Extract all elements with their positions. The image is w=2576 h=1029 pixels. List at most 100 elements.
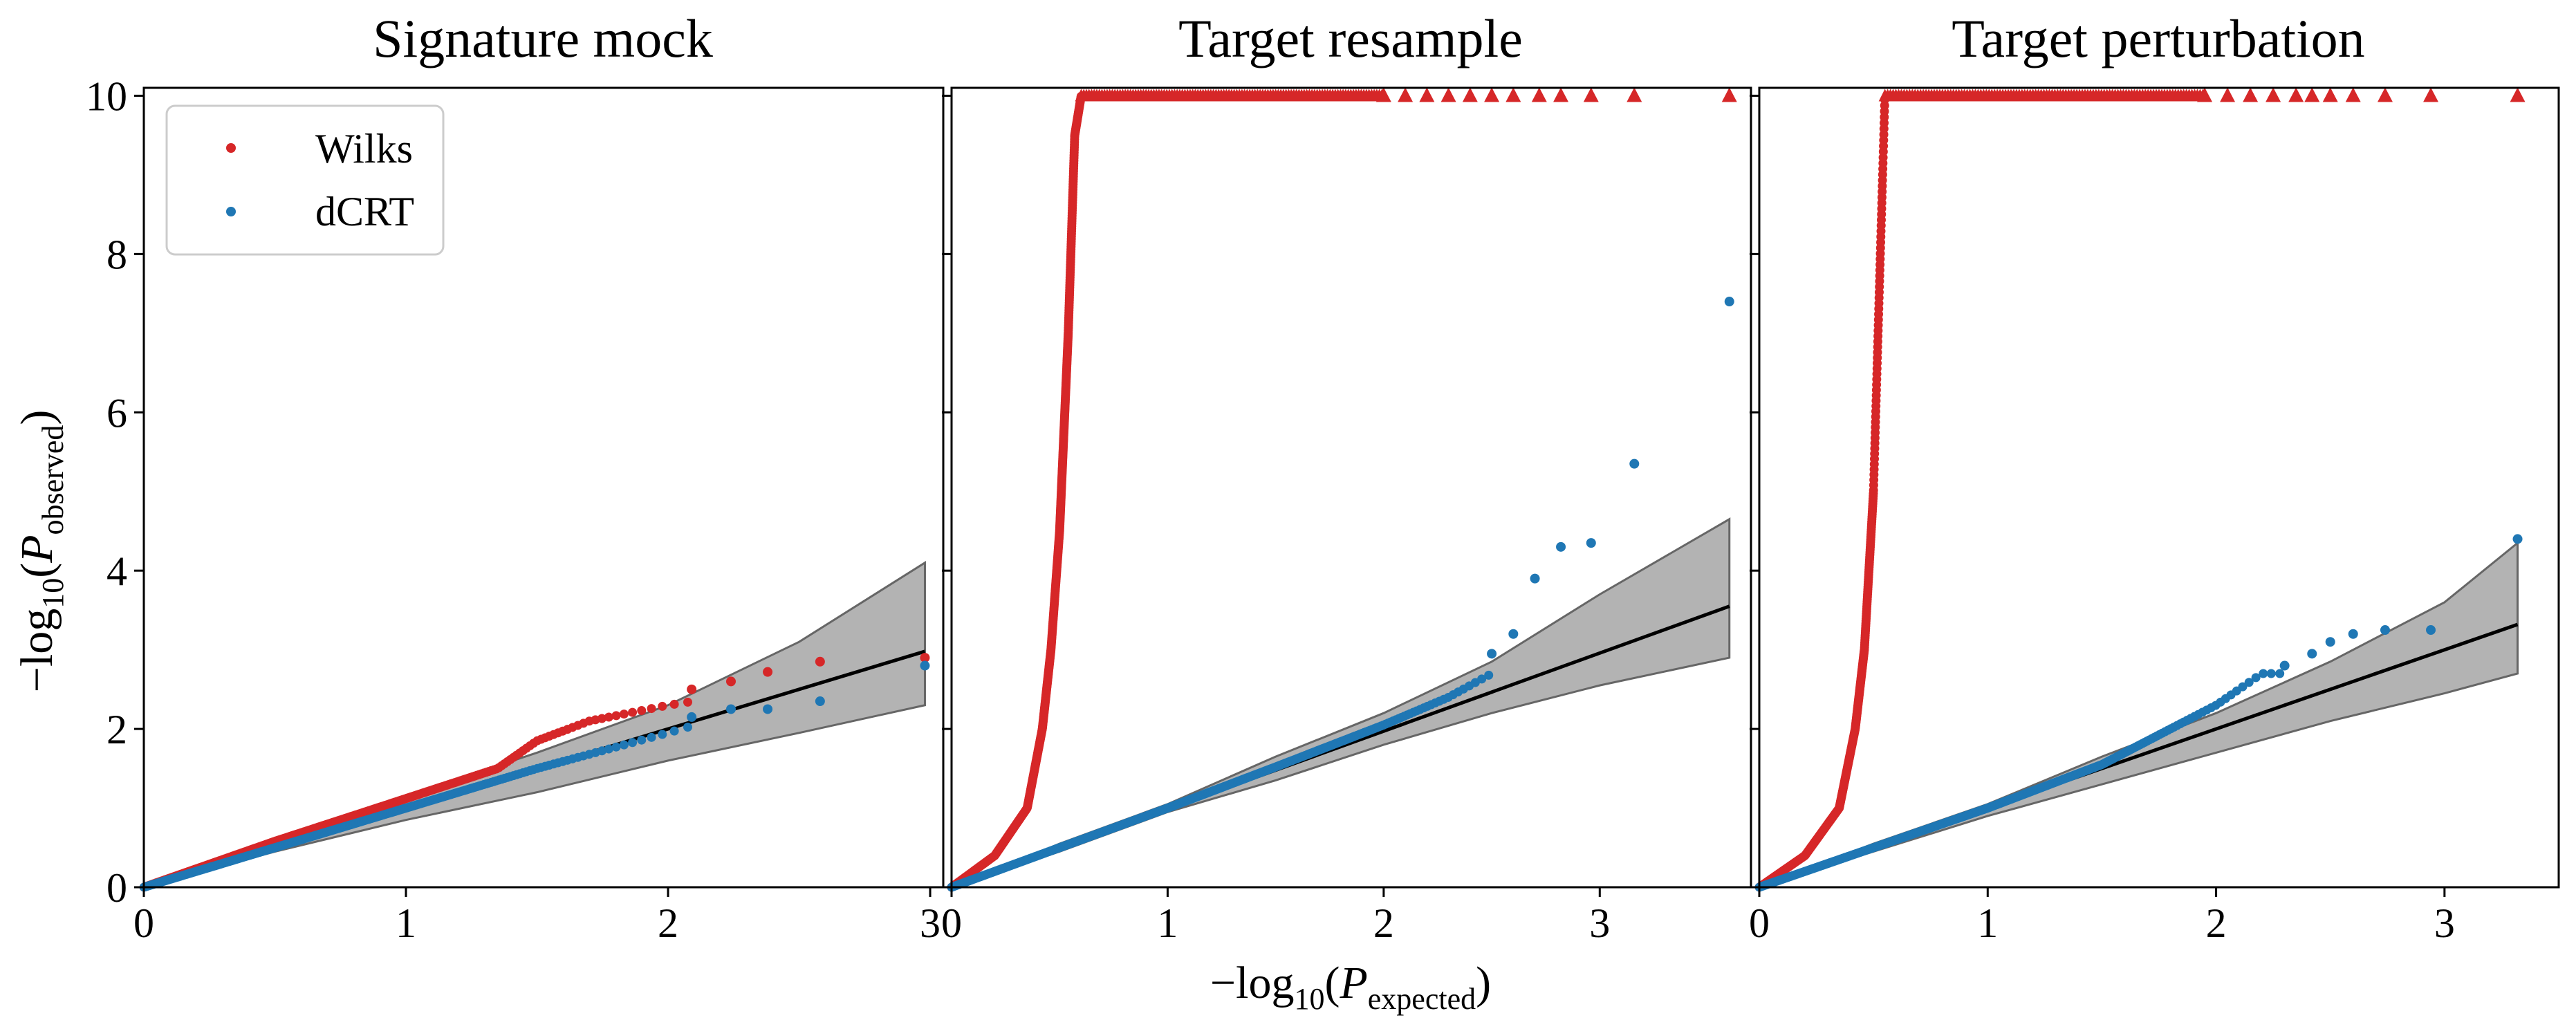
x-tick-label: 2 [2206,900,2227,946]
dcrt-point [597,746,606,756]
y-tick-label: 2 [106,707,127,752]
wilks-point-tail [763,667,773,677]
dcrt-point-tail [1530,573,1540,584]
x-tick-label: 3 [2434,900,2455,946]
y-tick-label: 6 [106,390,127,436]
legend-frame [165,104,445,256]
dcrt-point-tail [763,704,773,714]
wilks-point [647,704,656,714]
dcrt-point-tail [2512,534,2523,544]
dcrt-point [1484,670,1494,680]
y-tick-label: 10 [86,73,127,119]
wilks-point-capped [2345,87,2361,102]
wilks-point [669,699,679,709]
wilks-point-capped [1484,87,1500,102]
dcrt-point [628,738,638,748]
wilks-point-capped [2377,87,2393,102]
wilks-point-capped [2304,87,2320,102]
x-tick-label: 2 [1373,900,1394,946]
x-tick-label: 1 [1157,900,1178,946]
plot-frame [1758,86,2560,889]
wilks-point-capped [2510,87,2526,102]
panel-title: Signature mock [373,8,713,68]
dcrt-point [2266,669,2276,678]
confidence-band [951,517,1731,889]
dcrt-point [637,735,647,745]
dcrt-point [669,726,679,736]
wilks-point [683,697,692,707]
dcrt-point [2238,682,2248,692]
panel-title: Target perturbation [1952,8,2364,68]
dcrt-point-tail [687,712,697,722]
wilks-point-capped [2322,87,2338,102]
panel-target-perturbation: Target perturbation 0 1 2 3 [1749,8,2560,946]
dcrt-point [647,732,656,742]
wilks-point [637,705,647,715]
wilks-point [619,710,629,719]
dcrt-point [611,742,621,752]
wilks-point [604,712,613,722]
x-tick-label: 0 [133,900,154,946]
wilks-point-capped [1398,87,1414,102]
wilks-point-capped [1721,87,1737,102]
wilks-point-capped [1440,87,1456,102]
wilks-point-capped [2197,87,2213,102]
wilks-point [628,707,638,717]
wilks-point-capped [2220,87,2236,102]
wilks-point [597,714,606,723]
wilks-point-capped [1583,87,1599,102]
x-tick-label: 3 [920,900,940,946]
wilks-point [658,701,667,711]
wilks-point-capped [1462,87,1478,102]
x-axis-label: −log10(Pexpected) [1210,958,1491,1016]
wilks-point-capped [2423,87,2439,102]
confidence-band [1759,540,2519,889]
dcrt-point-tail [2307,649,2317,659]
y-tick-label: 8 [106,232,127,277]
wilks-point-capped [1375,87,1391,102]
wilks-point-tail [920,653,930,663]
dcrt-point [1477,674,1487,684]
legend-wilks-label: Wilks [315,126,413,172]
panel-target-resample: Target resample 0 1 2 3 [941,8,1752,946]
dcrt-point [2259,669,2268,678]
dcrt-point-tail [1487,649,1497,659]
x-tick-label: 1 [1977,900,1998,946]
legend-wilks-marker [226,143,236,153]
y-tick-label: 4 [106,548,127,594]
x-tick-label: 2 [658,900,678,946]
dcrt-point-tail [2279,660,2290,671]
dcrt-point [619,740,629,750]
dcrt-point-tail [1629,458,1640,469]
confidence-band [143,561,926,889]
dcrt-point-tail [725,704,736,714]
dcrt-point-tail [2325,637,2335,647]
wilks-point-capped [2265,87,2281,102]
dcrt-point-tail [1508,629,1519,639]
legend-dcrt-label: dCRT [315,189,414,234]
dcrt-point-tail [920,660,930,671]
plot-frame [142,86,945,889]
wilks-point [611,711,621,721]
wilks-point-capped [1531,87,1547,102]
dcrt-point [2244,678,2254,687]
wilks-point-capped [1505,87,1521,102]
x-tick-label: 0 [941,900,962,946]
y-tick-label: 0 [106,865,127,911]
dcrt-point [658,730,667,739]
y-axis-label: −log10(Pobserved) [12,410,70,693]
wilks-point-capped [1553,87,1569,102]
wilks-point-tail [725,676,736,687]
wilks-point-capped [2288,87,2304,102]
panel-signature-mock: Signature mock 0 1 2 3 0 2 4 6 8 10 [86,8,945,946]
dcrt-point-tail [2380,625,2390,636]
dcrt-point-tail [2426,625,2436,636]
wilks-point-capped [2243,87,2259,102]
x-tick-label: 1 [396,900,416,946]
wilks-point-capped [1419,87,1435,102]
legend-dcrt-marker [226,207,236,216]
panel-title: Target resample [1178,8,1523,68]
wilks-point-tail [815,656,825,667]
legend: Wilks dCRT [165,104,445,256]
